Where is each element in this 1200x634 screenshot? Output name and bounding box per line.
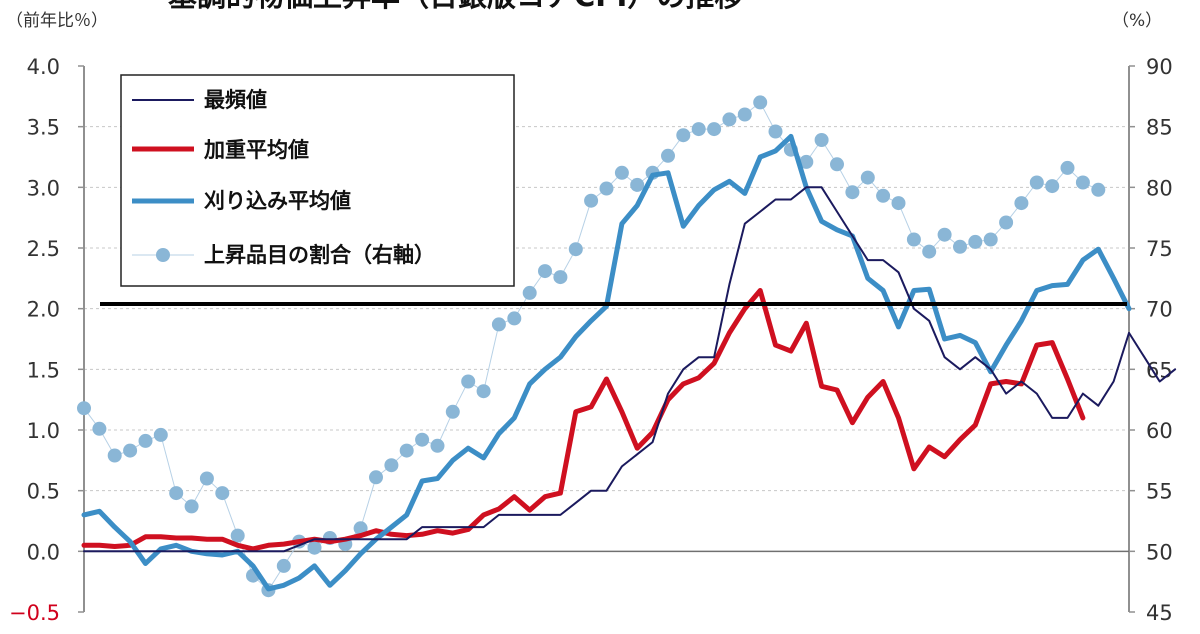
rising-share-point: [676, 128, 691, 143]
left-tick-label: 0.0: [27, 540, 60, 564]
legend-box: [120, 74, 515, 287]
legend-label-weighted-mean: 加重平均値: [203, 138, 309, 162]
left-tick-label: 3.0: [27, 176, 60, 200]
rising-share-point: [983, 232, 998, 247]
rising-share-point: [507, 311, 522, 326]
rising-share-point: [491, 317, 506, 332]
legend-label-trimmed-mean: 刈り込み平均値: [204, 189, 351, 213]
rising-share-point: [1075, 175, 1090, 190]
rising-share-point: [584, 193, 599, 208]
rising-share-point: [276, 558, 291, 573]
right-tick-label: 45: [1146, 601, 1173, 625]
rising-share-point: [153, 427, 168, 442]
rising-share-point: [1029, 175, 1044, 190]
rising-share-point: [753, 95, 768, 110]
rising-share-point: [445, 404, 460, 419]
rising-share-point: [92, 421, 107, 436]
right-tick-label: 60: [1146, 419, 1173, 443]
rising-share-point: [968, 234, 983, 249]
series-line-mode: [83, 186, 1177, 553]
rising-share-point: [184, 499, 199, 514]
rising-share-point: [138, 433, 153, 448]
rising-share-point: [215, 486, 230, 501]
rising-share-point: [937, 227, 952, 242]
rising-share-point: [107, 448, 122, 463]
rising-share-point: [891, 196, 906, 211]
rising-share-point: [953, 239, 967, 254]
rising-share-point: [553, 270, 568, 285]
legend-label-rising-share: 上昇品目の割合（右軸）: [204, 243, 435, 267]
rising-share-point: [461, 374, 476, 389]
right-tick-label: 85: [1146, 116, 1173, 140]
rising-share-point: [77, 401, 91, 416]
rising-share-point: [123, 443, 138, 458]
rising-share-point: [737, 107, 752, 122]
left-tick-label: 2.5: [27, 237, 60, 261]
right-tick-label: 55: [1146, 480, 1173, 504]
rising-share-point: [1091, 182, 1106, 197]
left-tick-label: 2.0: [27, 298, 60, 322]
left-tick-label: 0.5: [27, 480, 60, 504]
rising-share-point: [906, 232, 921, 247]
left-tick-label: −0.5: [9, 601, 60, 625]
right-tick-label: 70: [1146, 298, 1173, 322]
rising-share-point: [307, 540, 322, 555]
rising-share-point: [768, 124, 783, 139]
rising-share-point: [169, 486, 184, 501]
left-tick-label: 1.0: [27, 419, 60, 443]
rising-share-point: [922, 244, 937, 259]
rising-share-point: [691, 122, 706, 137]
legend-swatch-rising-share-dot: [156, 248, 170, 262]
rising-share-point: [369, 470, 383, 485]
rising-share-point: [661, 148, 675, 163]
rising-share-point: [1060, 160, 1075, 175]
right-tick-label: 75: [1146, 237, 1173, 261]
right-tick-label: 80: [1146, 176, 1173, 200]
chart-title: 基調的物価上昇率（日銀版コアCPI）の推移: [168, 0, 743, 13]
rising-share-point: [876, 188, 891, 203]
legend-label-mode: 最頻値: [204, 88, 267, 112]
rising-share-point: [415, 432, 430, 447]
rising-share-point: [814, 133, 829, 147]
rising-share-point: [522, 285, 537, 300]
rising-share-point: [630, 177, 645, 192]
rising-share-point: [476, 384, 491, 399]
series-line-trimmed-mean: [81, 133, 1132, 592]
rising-share-point: [353, 521, 368, 536]
rising-share-point: [399, 443, 414, 458]
rising-share-point: [384, 458, 399, 473]
left-axis-unit: （前年比％）: [6, 11, 108, 31]
right-axis-unit: （%）: [1112, 11, 1162, 31]
rising-share-point: [860, 170, 875, 185]
rising-share-point: [568, 242, 583, 257]
right-tick-label: 90: [1146, 55, 1173, 79]
rising-share-point: [1045, 179, 1060, 194]
series-layer: [77, 95, 1177, 598]
series-line-weighted-mean: [81, 288, 1086, 552]
rising-share-point: [1014, 196, 1029, 211]
axis-ticks: 4.0 3.5 3.0 2.5 2.0 1.5 1.0 0.5 0.0 −0.5 90 85 80 75 7…: [9, 55, 1173, 625]
right-tick-label: 50: [1146, 540, 1173, 564]
rising-share-point: [538, 264, 552, 279]
rising-share-point: [845, 185, 860, 200]
rising-share-point: [830, 157, 844, 172]
rising-share-point: [799, 154, 814, 169]
rising-share-point: [722, 112, 737, 127]
rising-share-point: [430, 438, 445, 453]
legend: 最頻値 加重平均値 刈り込み平均値 上昇品目の割合（右軸）: [120, 74, 515, 287]
right-tick-label: 65: [1146, 358, 1173, 382]
left-tick-label: 3.5: [27, 116, 60, 140]
left-tick-label: 1.5: [27, 358, 60, 382]
rising-share-point: [599, 181, 614, 196]
rising-share-point: [614, 165, 629, 180]
left-tick-label: 4.0: [27, 55, 60, 79]
rising-share-point: [199, 471, 214, 486]
rising-share-point: [999, 215, 1014, 230]
rising-share-point: [707, 122, 722, 137]
rising-share-point: [230, 528, 245, 543]
